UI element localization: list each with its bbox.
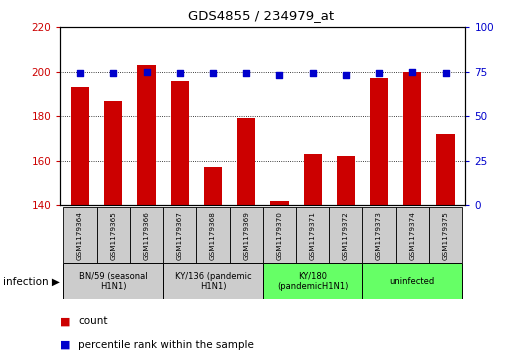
Point — [375, 70, 383, 76]
Point — [309, 70, 317, 76]
Bar — [97, 207, 130, 263]
Bar — [370, 78, 388, 205]
Point — [76, 70, 84, 76]
Bar — [138, 65, 156, 205]
Text: BN/59 (seasonal
H1N1): BN/59 (seasonal H1N1) — [79, 272, 147, 291]
Text: GSM1179369: GSM1179369 — [243, 211, 249, 260]
Bar — [71, 87, 89, 205]
Bar — [303, 154, 322, 205]
Bar — [263, 263, 362, 299]
Point — [242, 70, 251, 76]
Point — [176, 70, 184, 76]
Bar — [63, 263, 163, 299]
Bar — [163, 263, 263, 299]
Bar — [403, 72, 422, 205]
Text: uninfected: uninfected — [390, 277, 435, 286]
Bar — [237, 118, 255, 205]
Text: GSM1179375: GSM1179375 — [442, 211, 449, 260]
Bar — [104, 101, 122, 205]
Bar — [204, 167, 222, 205]
Bar — [196, 207, 230, 263]
Text: GSM1179373: GSM1179373 — [376, 211, 382, 260]
Bar — [230, 207, 263, 263]
Bar — [362, 263, 462, 299]
Point — [109, 70, 118, 76]
Text: GDS4855 / 234979_at: GDS4855 / 234979_at — [188, 9, 335, 22]
Text: GSM1179365: GSM1179365 — [110, 211, 116, 260]
Bar — [337, 156, 355, 205]
Point — [441, 70, 450, 76]
Point — [408, 69, 416, 75]
Bar — [296, 207, 329, 263]
Bar — [170, 81, 189, 205]
Text: GSM1179370: GSM1179370 — [277, 211, 282, 260]
Bar — [63, 207, 97, 263]
Point — [209, 70, 217, 76]
Text: GSM1179372: GSM1179372 — [343, 211, 349, 260]
Text: count: count — [78, 316, 108, 326]
Text: KY/136 (pandemic
H1N1): KY/136 (pandemic H1N1) — [175, 272, 251, 291]
Bar — [130, 207, 163, 263]
Bar — [436, 134, 454, 205]
Text: GSM1179366: GSM1179366 — [143, 211, 150, 260]
Text: GSM1179368: GSM1179368 — [210, 211, 216, 260]
Point — [275, 72, 283, 78]
Text: infection ▶: infection ▶ — [3, 276, 60, 286]
Bar — [396, 207, 429, 263]
Text: ■: ■ — [60, 340, 71, 350]
Text: percentile rank within the sample: percentile rank within the sample — [78, 340, 254, 350]
Bar — [270, 201, 289, 205]
Text: KY/180
(pandemicH1N1): KY/180 (pandemicH1N1) — [277, 272, 348, 291]
Text: GSM1179374: GSM1179374 — [410, 211, 415, 260]
Text: ■: ■ — [60, 316, 71, 326]
Point — [342, 72, 350, 78]
Text: GSM1179371: GSM1179371 — [310, 211, 316, 260]
Bar — [163, 207, 196, 263]
Text: GSM1179364: GSM1179364 — [77, 211, 83, 260]
Bar — [329, 207, 362, 263]
Point — [142, 69, 151, 75]
Bar — [263, 207, 296, 263]
Bar — [429, 207, 462, 263]
Bar — [362, 207, 396, 263]
Text: GSM1179367: GSM1179367 — [177, 211, 183, 260]
